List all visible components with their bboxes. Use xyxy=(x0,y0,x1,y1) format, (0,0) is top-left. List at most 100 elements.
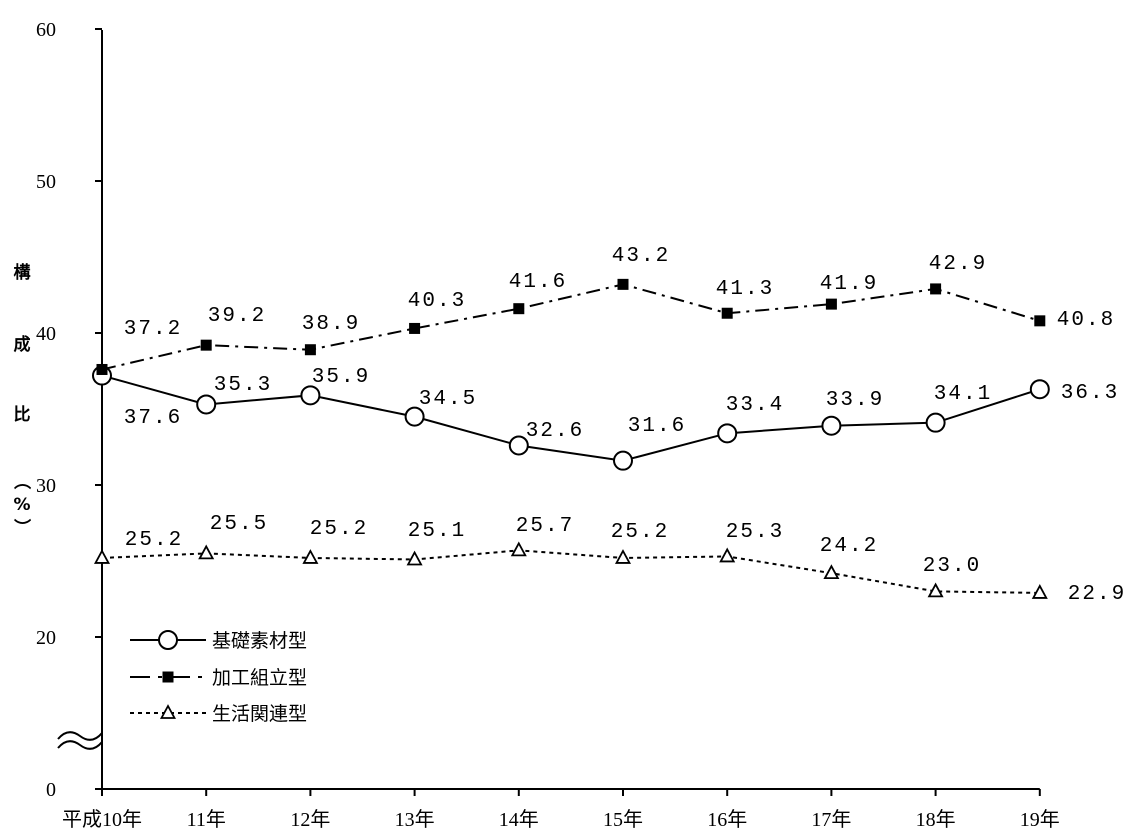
legend-label-seikatsu: 生活関連型 xyxy=(212,703,307,725)
y-tick-label: 50 xyxy=(36,171,56,193)
data-point-seikatsu xyxy=(302,549,319,564)
x-tick-label: 11年 xyxy=(187,808,226,830)
data-label-kiso: 35.3 xyxy=(214,374,272,397)
data-label-kako: 43.2 xyxy=(612,245,670,268)
data-point-kiso xyxy=(717,423,738,444)
data-point-kiso xyxy=(300,385,321,406)
data-label-kako: 38.9 xyxy=(302,313,360,336)
data-point-kako xyxy=(930,283,942,295)
data-point-kako xyxy=(96,363,108,375)
y-axis-label-char: 成 xyxy=(14,334,31,355)
x-tick-label: 13年 xyxy=(395,808,435,830)
data-point-kiso xyxy=(404,406,425,427)
data-label-kiso: 34.5 xyxy=(419,388,477,411)
y-tick-label: 40 xyxy=(36,323,56,345)
data-label-seikatsu: 24.2 xyxy=(820,535,878,558)
data-label-kiso: 32.6 xyxy=(526,420,584,443)
data-label-seikatsu: 25.2 xyxy=(611,521,669,544)
x-tick-label: 17年 xyxy=(811,808,851,830)
data-point-seikatsu xyxy=(719,547,736,563)
data-point-kako xyxy=(513,303,525,315)
y-axis-label: 構成比 （% ） xyxy=(11,262,32,536)
data-label-seikatsu: 23.0 xyxy=(923,555,981,578)
data-point-seikatsu xyxy=(510,541,527,557)
series-line-kiso xyxy=(101,374,1041,462)
data-point-seikatsu xyxy=(406,550,423,566)
data-label-kiso: 34.1 xyxy=(934,383,992,406)
data-label-seikatsu: 25.3 xyxy=(726,521,784,544)
data-point-kiso xyxy=(613,450,633,471)
data-label-kako: 41.6 xyxy=(509,271,567,294)
x-tick-label: 15年 xyxy=(603,808,643,830)
data-label-seikatsu: 25.1 xyxy=(408,520,466,543)
data-label-kiso: 36.3 xyxy=(1061,382,1119,405)
data-label-kiso: 37.6 xyxy=(124,407,182,430)
data-label-kako: 41.3 xyxy=(716,278,774,301)
y-tick-label: 60 xyxy=(36,19,56,41)
data-label-kiso: 33.4 xyxy=(726,394,784,417)
data-label-kako: 41.9 xyxy=(820,273,878,296)
data-point-seikatsu xyxy=(927,582,944,598)
y-tick-label: 0 xyxy=(46,779,56,801)
data-label-kako: 42.9 xyxy=(929,253,987,276)
legend-label-kako: 加工組立型 xyxy=(212,667,307,689)
data-point-kiso xyxy=(1029,379,1050,400)
data-label-seikatsu: 22.9 xyxy=(1068,583,1126,606)
data-point-seikatsu xyxy=(614,549,632,564)
legend-marker-seikatsu xyxy=(159,704,177,719)
data-point-kako xyxy=(409,322,421,334)
data-label-kiso: 35.9 xyxy=(312,366,370,389)
data-label-kako: 37.2 xyxy=(124,318,182,341)
legend-label-kiso: 基礎素材型 xyxy=(212,630,307,652)
x-tick-label: 18年 xyxy=(916,808,956,830)
axis-break-mark-top xyxy=(57,731,103,741)
data-label-kako: 40.3 xyxy=(408,290,466,313)
data-label-kiso: 31.6 xyxy=(628,415,686,438)
data-point-kako xyxy=(1034,315,1046,327)
data-point-kako xyxy=(200,339,212,351)
data-label-seikatsu: 25.5 xyxy=(210,513,268,536)
y-tick-label: 30 xyxy=(36,475,56,497)
data-point-seikatsu xyxy=(93,549,111,564)
data-point-seikatsu xyxy=(198,544,215,560)
data-point-seikatsu xyxy=(1031,584,1048,599)
legend-marker-kako xyxy=(162,671,174,683)
data-point-kiso xyxy=(196,394,217,415)
data-point-kako xyxy=(304,344,316,356)
x-tick-label: 16年 xyxy=(707,808,747,830)
series-line-seikatsu xyxy=(101,549,1040,594)
data-label-seikatsu: 25.2 xyxy=(310,518,368,541)
y-axis-label-char: （ xyxy=(11,473,32,490)
y-tick-label: 20 xyxy=(36,627,56,649)
data-label-kiso: 33.9 xyxy=(826,389,884,412)
x-tick-label: 平成10年 xyxy=(62,808,142,830)
data-point-seikatsu xyxy=(823,564,840,580)
data-labels: 37.6 35.3 35.9 34.5 32.6 31.6 33.4 33.9 34.1 36.3… xyxy=(124,245,1126,606)
data-label-seikatsu: 25.7 xyxy=(516,515,574,538)
axis-break-mark-bottom xyxy=(57,740,103,750)
x-ticks: 平成10年 11年 12年 13年 14年 15年 16年 17年 18年 19年 xyxy=(62,789,1060,830)
series-group xyxy=(92,278,1050,599)
y-axis-label-char: 構 xyxy=(14,262,31,283)
series-line-kako xyxy=(101,283,1041,371)
data-label-kako: 40.8 xyxy=(1057,309,1115,332)
data-point-kako xyxy=(825,298,837,310)
x-tick-label: 19年 xyxy=(1020,808,1060,830)
y-axis-label-char: % xyxy=(13,495,30,515)
data-point-kiso xyxy=(821,415,842,436)
data-point-kiso xyxy=(925,412,946,433)
data-point-kiso xyxy=(508,435,529,456)
x-tick-label: 12年 xyxy=(290,808,330,830)
data-point-kako xyxy=(721,307,733,319)
legend-marker-kiso xyxy=(158,630,178,650)
x-tick-label: 14年 xyxy=(499,808,539,830)
data-label-kako: 39.2 xyxy=(208,305,266,328)
data-point-kako xyxy=(617,278,629,290)
axes xyxy=(57,30,1040,790)
y-ticks: 0 20 30 40 50 60 xyxy=(36,19,102,801)
y-axis-label-char: ） xyxy=(11,519,32,536)
y-axis-label-char: 比 xyxy=(14,404,31,425)
data-label-seikatsu: 25.2 xyxy=(125,529,183,552)
